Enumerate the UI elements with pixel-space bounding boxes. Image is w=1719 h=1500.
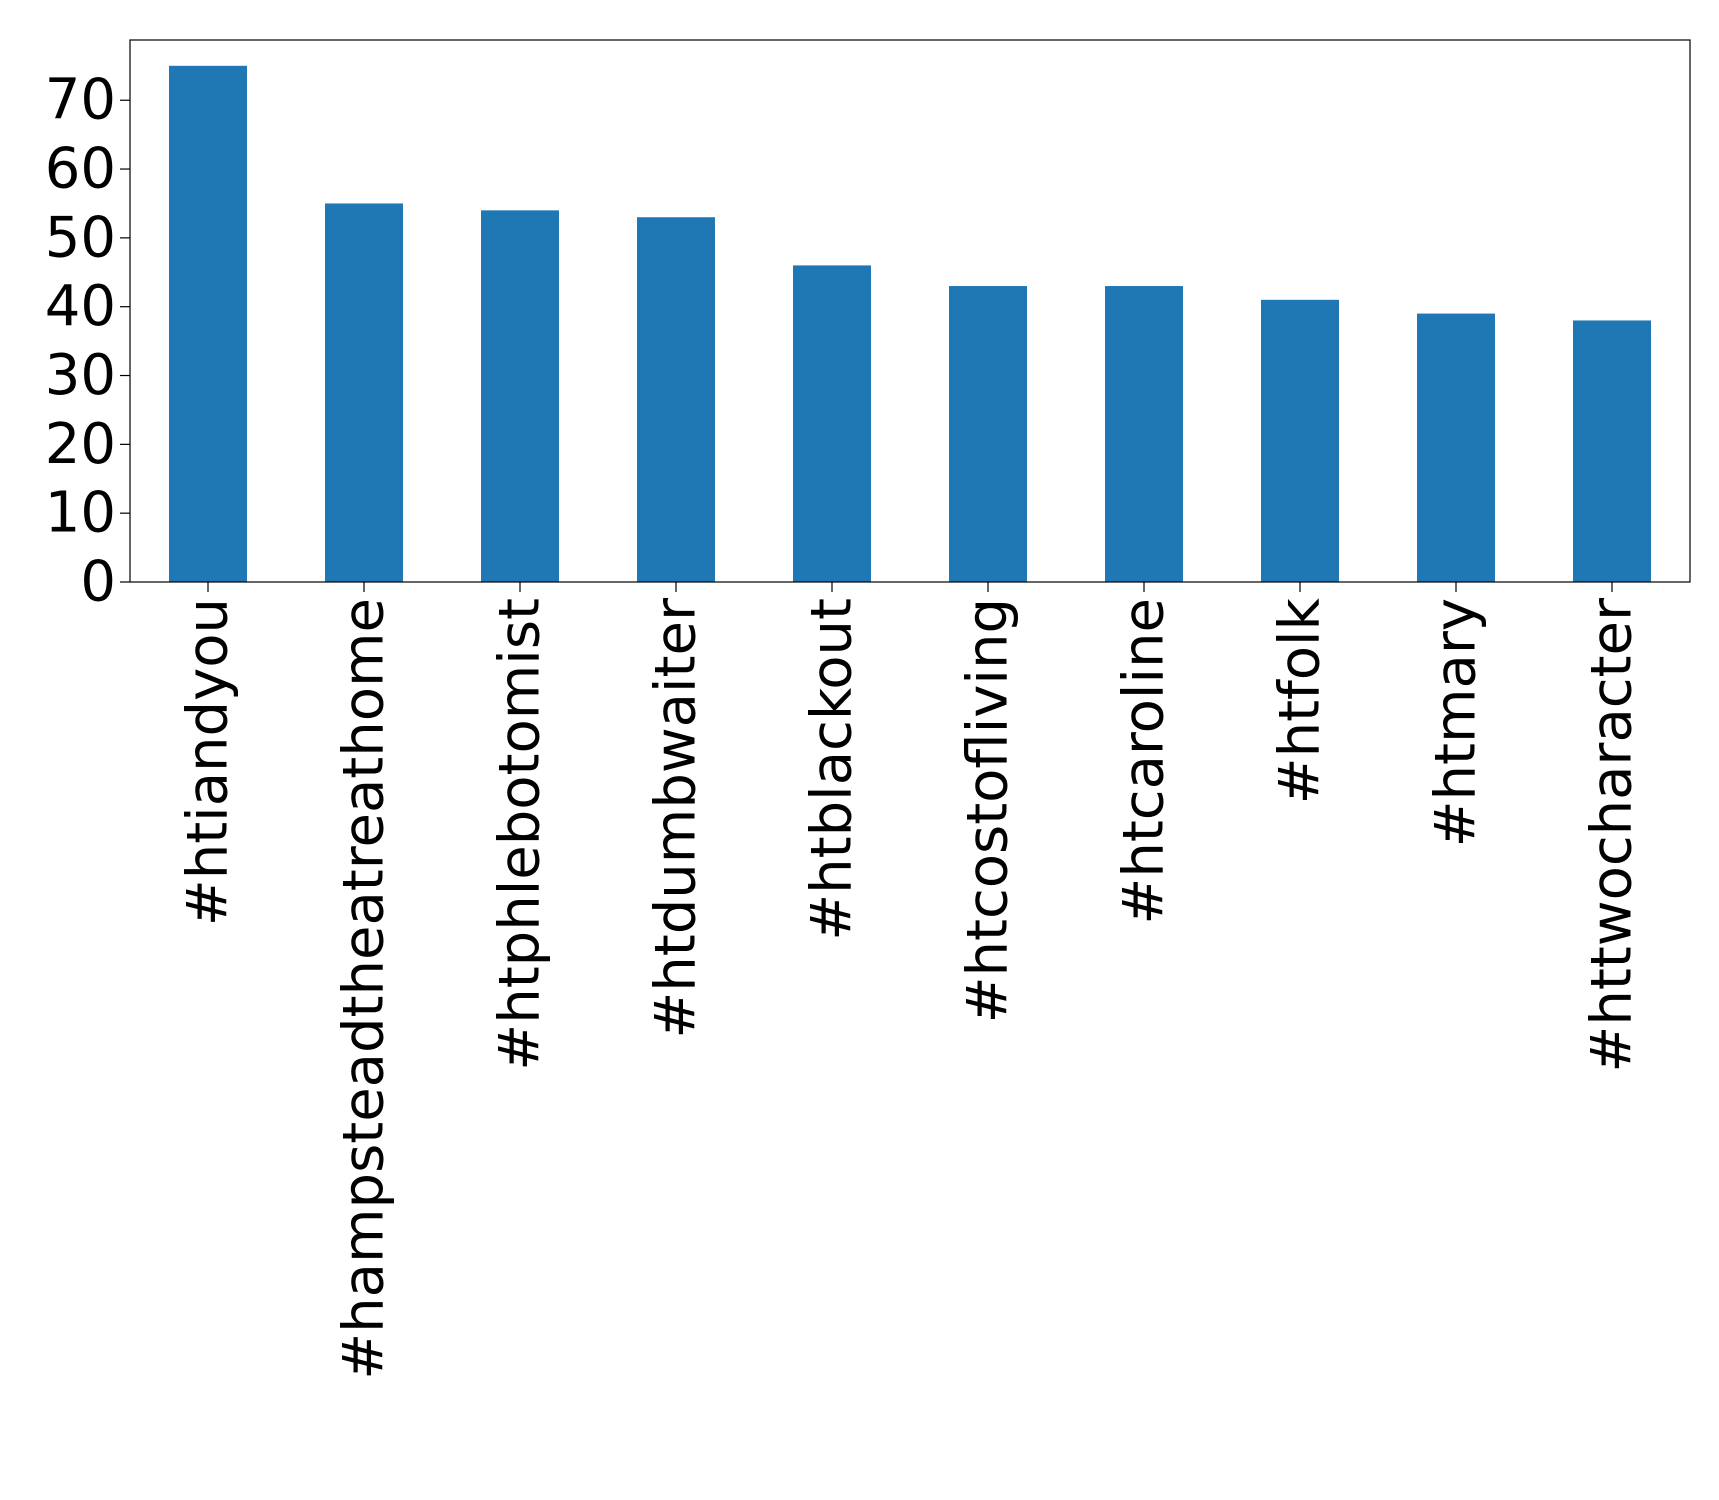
x-tick-label: #htfolk: [1268, 597, 1333, 804]
x-tick-label: #httwocharacter: [1580, 597, 1645, 1073]
x-tick-label: #htphlebotomist: [488, 598, 553, 1071]
y-tick-label: 60: [45, 137, 116, 202]
plot-frame: [129, 39, 1691, 583]
bar: [325, 203, 403, 582]
x-tick-label: #htblackout: [800, 598, 865, 941]
bar: [949, 286, 1027, 582]
y-tick-label: 20: [45, 412, 116, 477]
x-axis: #htiandyou #hampsteadtheatreathome #htphle…: [176, 582, 1645, 1380]
x-tick-label: #htcaroline: [1112, 598, 1177, 925]
bar: [169, 65, 247, 583]
bar: [637, 217, 715, 582]
bar: [1105, 286, 1183, 582]
y-tick-label: 0: [80, 550, 116, 615]
bar: [793, 265, 871, 582]
x-tick-label: #htiandyou: [176, 598, 241, 926]
y-tick-label: 10: [45, 481, 116, 546]
y-tick-label: 50: [45, 205, 116, 270]
x-tick-label: #htdumbwaiter: [644, 597, 709, 1039]
bars-layer: [169, 65, 1651, 583]
bar: [1261, 299, 1339, 582]
bar: [1417, 313, 1495, 582]
y-tick-label: 40: [45, 274, 116, 339]
x-tick-label: #htcostofliving: [956, 598, 1021, 1023]
bar: [1573, 320, 1651, 582]
x-tick-label: #hampsteadtheatreathome: [332, 598, 397, 1380]
bar: [481, 210, 559, 583]
x-tick-label: #htmary: [1424, 598, 1489, 847]
y-tick-label: 70: [45, 68, 116, 133]
y-tick-label: 30: [45, 343, 116, 408]
